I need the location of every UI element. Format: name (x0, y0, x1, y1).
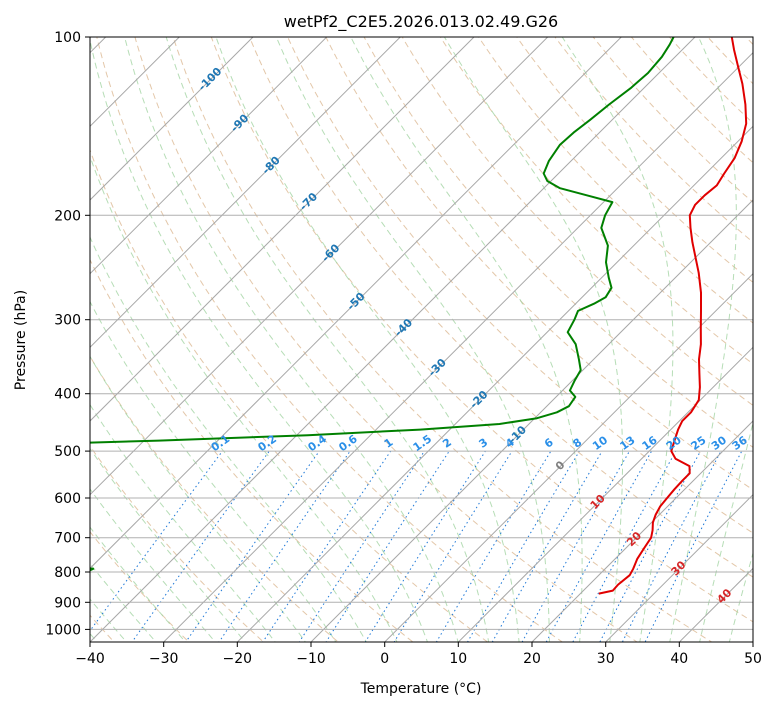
plot-frame (89, 36, 754, 643)
mixing-ratio-line (491, 450, 603, 642)
moist-adiabat-line (90, 235, 367, 642)
profile-series (90, 37, 748, 595)
isobar-grid (90, 37, 753, 630)
isotherm-line (90, 37, 623, 570)
x-tick-label: 50 (744, 651, 762, 667)
moist-adiabat-line (275, 37, 550, 642)
y-tick-label: 500 (54, 444, 81, 460)
isotherm-line (90, 37, 549, 496)
y-tick-label: 1000 (45, 622, 81, 638)
y-tick-label: 300 (54, 313, 81, 329)
y-axis-title: Pressure (hPa) (13, 290, 29, 390)
y-tick-label: 900 (54, 595, 81, 611)
moist-adiabat-line (90, 154, 398, 642)
moist-adiabat-line (215, 37, 520, 642)
mixing-ratio-line (262, 450, 392, 642)
dewpoint-profile-line (90, 37, 675, 572)
x-tick-label: −30 (149, 651, 179, 667)
isotherm-line (90, 37, 328, 275)
moist-adiabat-line (728, 551, 753, 642)
isotherm-line (457, 346, 753, 642)
mixing-ratio-line (621, 450, 722, 642)
mixing-ratio-line (185, 450, 320, 642)
dry-adiabat-line (477, 37, 753, 324)
mixing-ratio-lines (90, 450, 743, 642)
isotherm-grid (90, 37, 753, 642)
mixing-ratio-line (364, 450, 486, 642)
moist-adiabat-line (90, 355, 307, 642)
mixing-ratio-line (521, 450, 630, 642)
dry-adiabat-line (172, 37, 713, 642)
moist-adiabat-line (124, 37, 459, 642)
moist-adiabat-line (90, 300, 337, 642)
dry-adiabat-line (630, 37, 753, 164)
isotherm-line (90, 37, 402, 349)
isotherm-line (604, 493, 753, 642)
x-tick-label: −10 (296, 651, 326, 667)
isotherm-line (531, 420, 753, 642)
mixing-ratio-line (435, 450, 552, 642)
dry-adiabats (90, 37, 753, 642)
isotherm-line (162, 51, 753, 642)
y-tick-label: 400 (54, 387, 81, 403)
isotherm-line (236, 125, 753, 642)
dry-adiabat-line (90, 148, 489, 642)
isotherm-line (90, 37, 254, 201)
dry-adiabat-line (287, 37, 753, 534)
isotherm-line (90, 37, 475, 422)
mixing-ratio-line (644, 450, 743, 642)
x-tick-label: 10 (449, 651, 467, 667)
dry-adiabat-line (90, 258, 414, 642)
dry-adiabat-line (401, 37, 753, 407)
x-tick-label: −20 (223, 651, 253, 667)
y-tick-label: 100 (54, 30, 81, 46)
y-tick-label: 600 (54, 491, 81, 507)
dry-adiabat-line (134, 37, 638, 642)
moist-adiabat-line (561, 37, 674, 642)
temperature-profile-line (598, 37, 748, 595)
dry-adiabat-line (96, 37, 564, 642)
isotherm-line (383, 272, 753, 642)
moist-adiabat-line (90, 447, 246, 642)
mixing-ratio-line (466, 450, 580, 642)
x-tick-label: 20 (523, 651, 541, 667)
moist-adiabat-line (165, 37, 490, 642)
moist-adiabat-line (699, 421, 753, 642)
dry-adiabat-line (210, 37, 753, 623)
y-tick-label: 700 (54, 531, 81, 547)
x-tick-label: 0 (380, 651, 389, 667)
isotherm-line (90, 37, 181, 128)
mixing-ratio-line (131, 450, 270, 642)
plot-area: -100-90-80-70-60-50-40-30-20-10010203040… (90, 37, 753, 642)
dry-adiabat-line (325, 37, 753, 491)
y-axis: 1000 900 800 700 600 500 400 300 200 100 (45, 30, 90, 638)
y-tick-label: 200 (54, 208, 81, 224)
x-axis-title: Temperature (°C) (360, 681, 482, 697)
mixing-ratio-line (393, 450, 513, 642)
x-tick-label: −40 (75, 651, 105, 667)
moist-adiabat-line (90, 403, 276, 642)
dry-adiabat-line (439, 37, 753, 365)
moist-adiabat-line (443, 37, 623, 642)
isotherm-line (310, 199, 753, 642)
chart-title: wetPf2_C2E5.2026.013.02.49.G26 (284, 12, 558, 32)
mixing-ratio-line (90, 450, 223, 632)
moist-adiabat-line (90, 488, 216, 642)
y-tick-label: 800 (54, 565, 81, 581)
x-tick-label: 40 (670, 651, 688, 667)
mixing-ratio-line (218, 450, 351, 642)
isotherm-line (90, 37, 696, 642)
moist-adiabat-line (350, 37, 583, 642)
moist-adiabat-line (669, 37, 737, 642)
x-tick-label: 30 (597, 651, 615, 667)
x-axis: −40 −30 −20 −10 0 10 20 30 40 50 (75, 642, 762, 667)
dry-adiabat-line (90, 445, 265, 642)
dry-adiabat-line (248, 37, 753, 578)
